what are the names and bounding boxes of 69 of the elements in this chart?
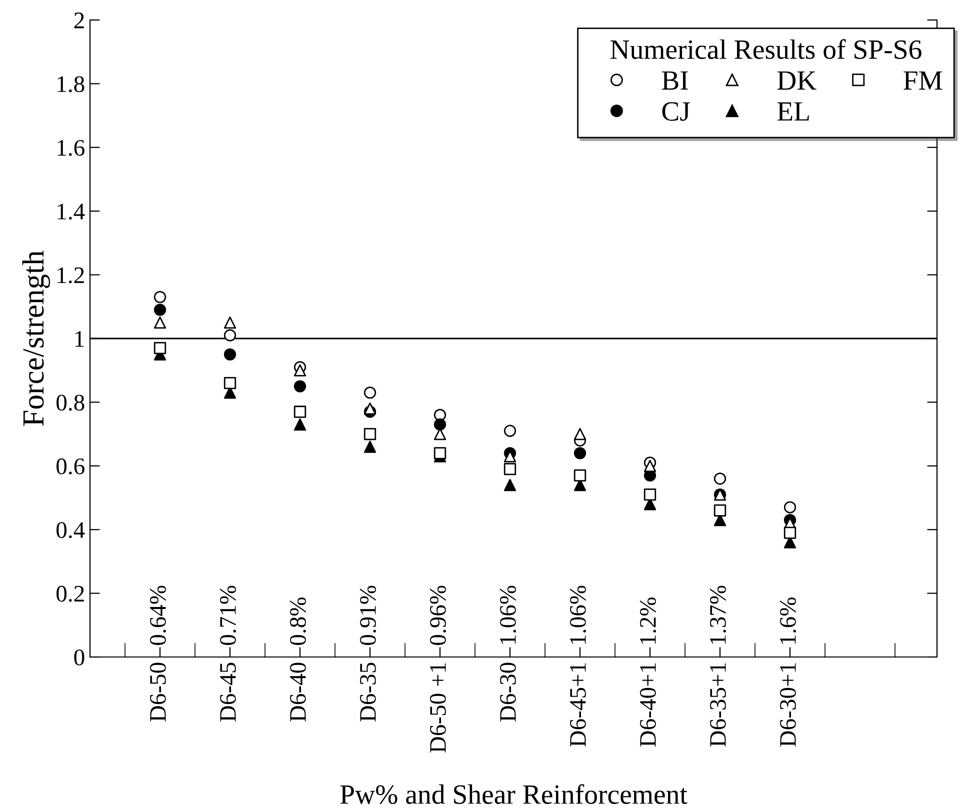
point (294, 380, 306, 392)
point (504, 424, 516, 437)
point (154, 304, 166, 316)
x-tick-label: D6-35 (360, 662, 376, 722)
point (224, 348, 236, 360)
x-tick-label: D6-45 (220, 662, 236, 722)
x-tick-label: D6-45+1 (570, 663, 586, 747)
point (224, 377, 236, 390)
legend-label: DK (777, 71, 816, 90)
x-tick-label: D6-35+1 (710, 663, 726, 747)
x-tick-label: D6-40 (290, 662, 306, 722)
point (154, 342, 166, 354)
point (224, 329, 236, 342)
legend-label: EL (777, 102, 809, 121)
point (504, 478, 516, 492)
annotation: 1.06% (500, 586, 516, 644)
annotation: 1.06% (570, 586, 586, 644)
point (644, 460, 656, 472)
point (154, 316, 166, 329)
point (154, 291, 166, 304)
x-axis-title: Pw% and Shear Reinforcement (340, 784, 688, 804)
legend-label: BI (662, 71, 688, 90)
x-tick-label: D6-30 (500, 662, 516, 722)
y-tick-label: 1.8 (58, 76, 84, 92)
y-tick-label: 1.2 (58, 267, 84, 284)
point (574, 469, 586, 482)
point (714, 472, 726, 485)
y-tick-label: 0.4 (56, 522, 85, 538)
annotation: 0.96% (430, 586, 446, 645)
y-tick-label: 1.4 (58, 204, 85, 220)
y-tick-label: 2 (74, 12, 84, 28)
annotation: 0.64% (150, 586, 166, 645)
point (784, 526, 796, 539)
point (574, 428, 586, 440)
y-tick-label: 1 (75, 331, 84, 347)
point (294, 406, 306, 418)
legend-label: FM (904, 71, 942, 90)
x-tick-label: D6-40+1 (640, 663, 656, 747)
annotation: 1.2% (640, 598, 656, 644)
annotation: 1.37% (710, 586, 726, 644)
annotation: 0.8% (290, 598, 306, 645)
x-tick-label: D6-30+1 (780, 663, 796, 747)
point (504, 463, 516, 476)
x-tick-label: D6-50 (150, 662, 166, 722)
point (364, 428, 376, 440)
point (294, 418, 306, 431)
point (434, 447, 446, 460)
y-tick-label: 0.8 (56, 394, 84, 411)
point (574, 447, 586, 460)
point (644, 488, 656, 501)
point (784, 501, 796, 514)
legend-title: Numerical Results of SP-S6 (610, 39, 922, 59)
point (714, 504, 726, 517)
point (294, 364, 306, 376)
y-tick-label: 1.6 (58, 140, 84, 156)
y-axis-title: Force/strength (22, 250, 50, 426)
y-tick-label: 0.6 (56, 458, 84, 474)
y-tick-label: 0 (74, 649, 84, 666)
annotation: 0.71% (220, 586, 236, 645)
point (434, 418, 446, 431)
annotation: 1.6% (780, 598, 796, 644)
point (364, 440, 376, 453)
x-tick-label: D6-50 +1 (430, 663, 446, 753)
point (364, 386, 376, 399)
annotation: 0.91% (360, 586, 376, 645)
legend-label: CJ (662, 102, 690, 121)
point (224, 316, 236, 329)
y-tick-label: 0.2 (56, 586, 84, 602)
point (364, 402, 376, 415)
